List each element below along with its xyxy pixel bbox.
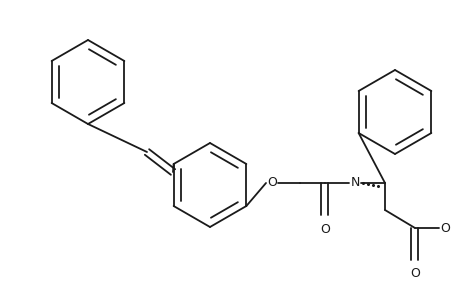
Text: O: O bbox=[409, 267, 419, 280]
Text: O: O bbox=[319, 223, 329, 236]
Text: N: N bbox=[350, 176, 359, 190]
Text: O: O bbox=[267, 176, 276, 190]
Text: O: O bbox=[439, 221, 449, 235]
